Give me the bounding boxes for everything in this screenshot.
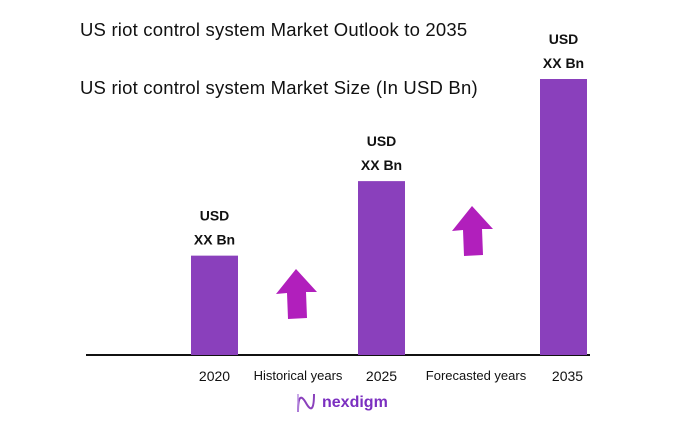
nexdigm-logo-icon [297,393,315,413]
growth-arrow-icon-forecasted [452,206,493,256]
chart-title: US riot control system Market Outlook to… [80,19,468,40]
chart-subtitle: US riot control system Market Size (In U… [80,77,478,98]
period-label-forecasted: Forecasted years [426,368,527,383]
logo-text: nexdigm [322,394,388,411]
bar-2025 [358,181,405,355]
bar-2035 [540,79,587,355]
x-tick-label: 2035 [552,368,583,384]
data-label-value: XX Bn [361,157,402,173]
bar-2020 [191,255,238,355]
data-label-value: XX Bn [194,232,235,248]
logo: nexdigm [295,392,388,414]
period-label-historical: Historical years [254,368,343,383]
x-tick-label: 2025 [366,368,397,384]
x-tick-label: 2020 [199,368,230,384]
growth-arrow-icon-historical [276,269,317,319]
data-label-currency: USD [367,133,397,149]
data-label-value: XX Bn [543,55,584,71]
data-label-currency: USD [549,31,579,47]
data-label-currency: USD [200,208,230,224]
